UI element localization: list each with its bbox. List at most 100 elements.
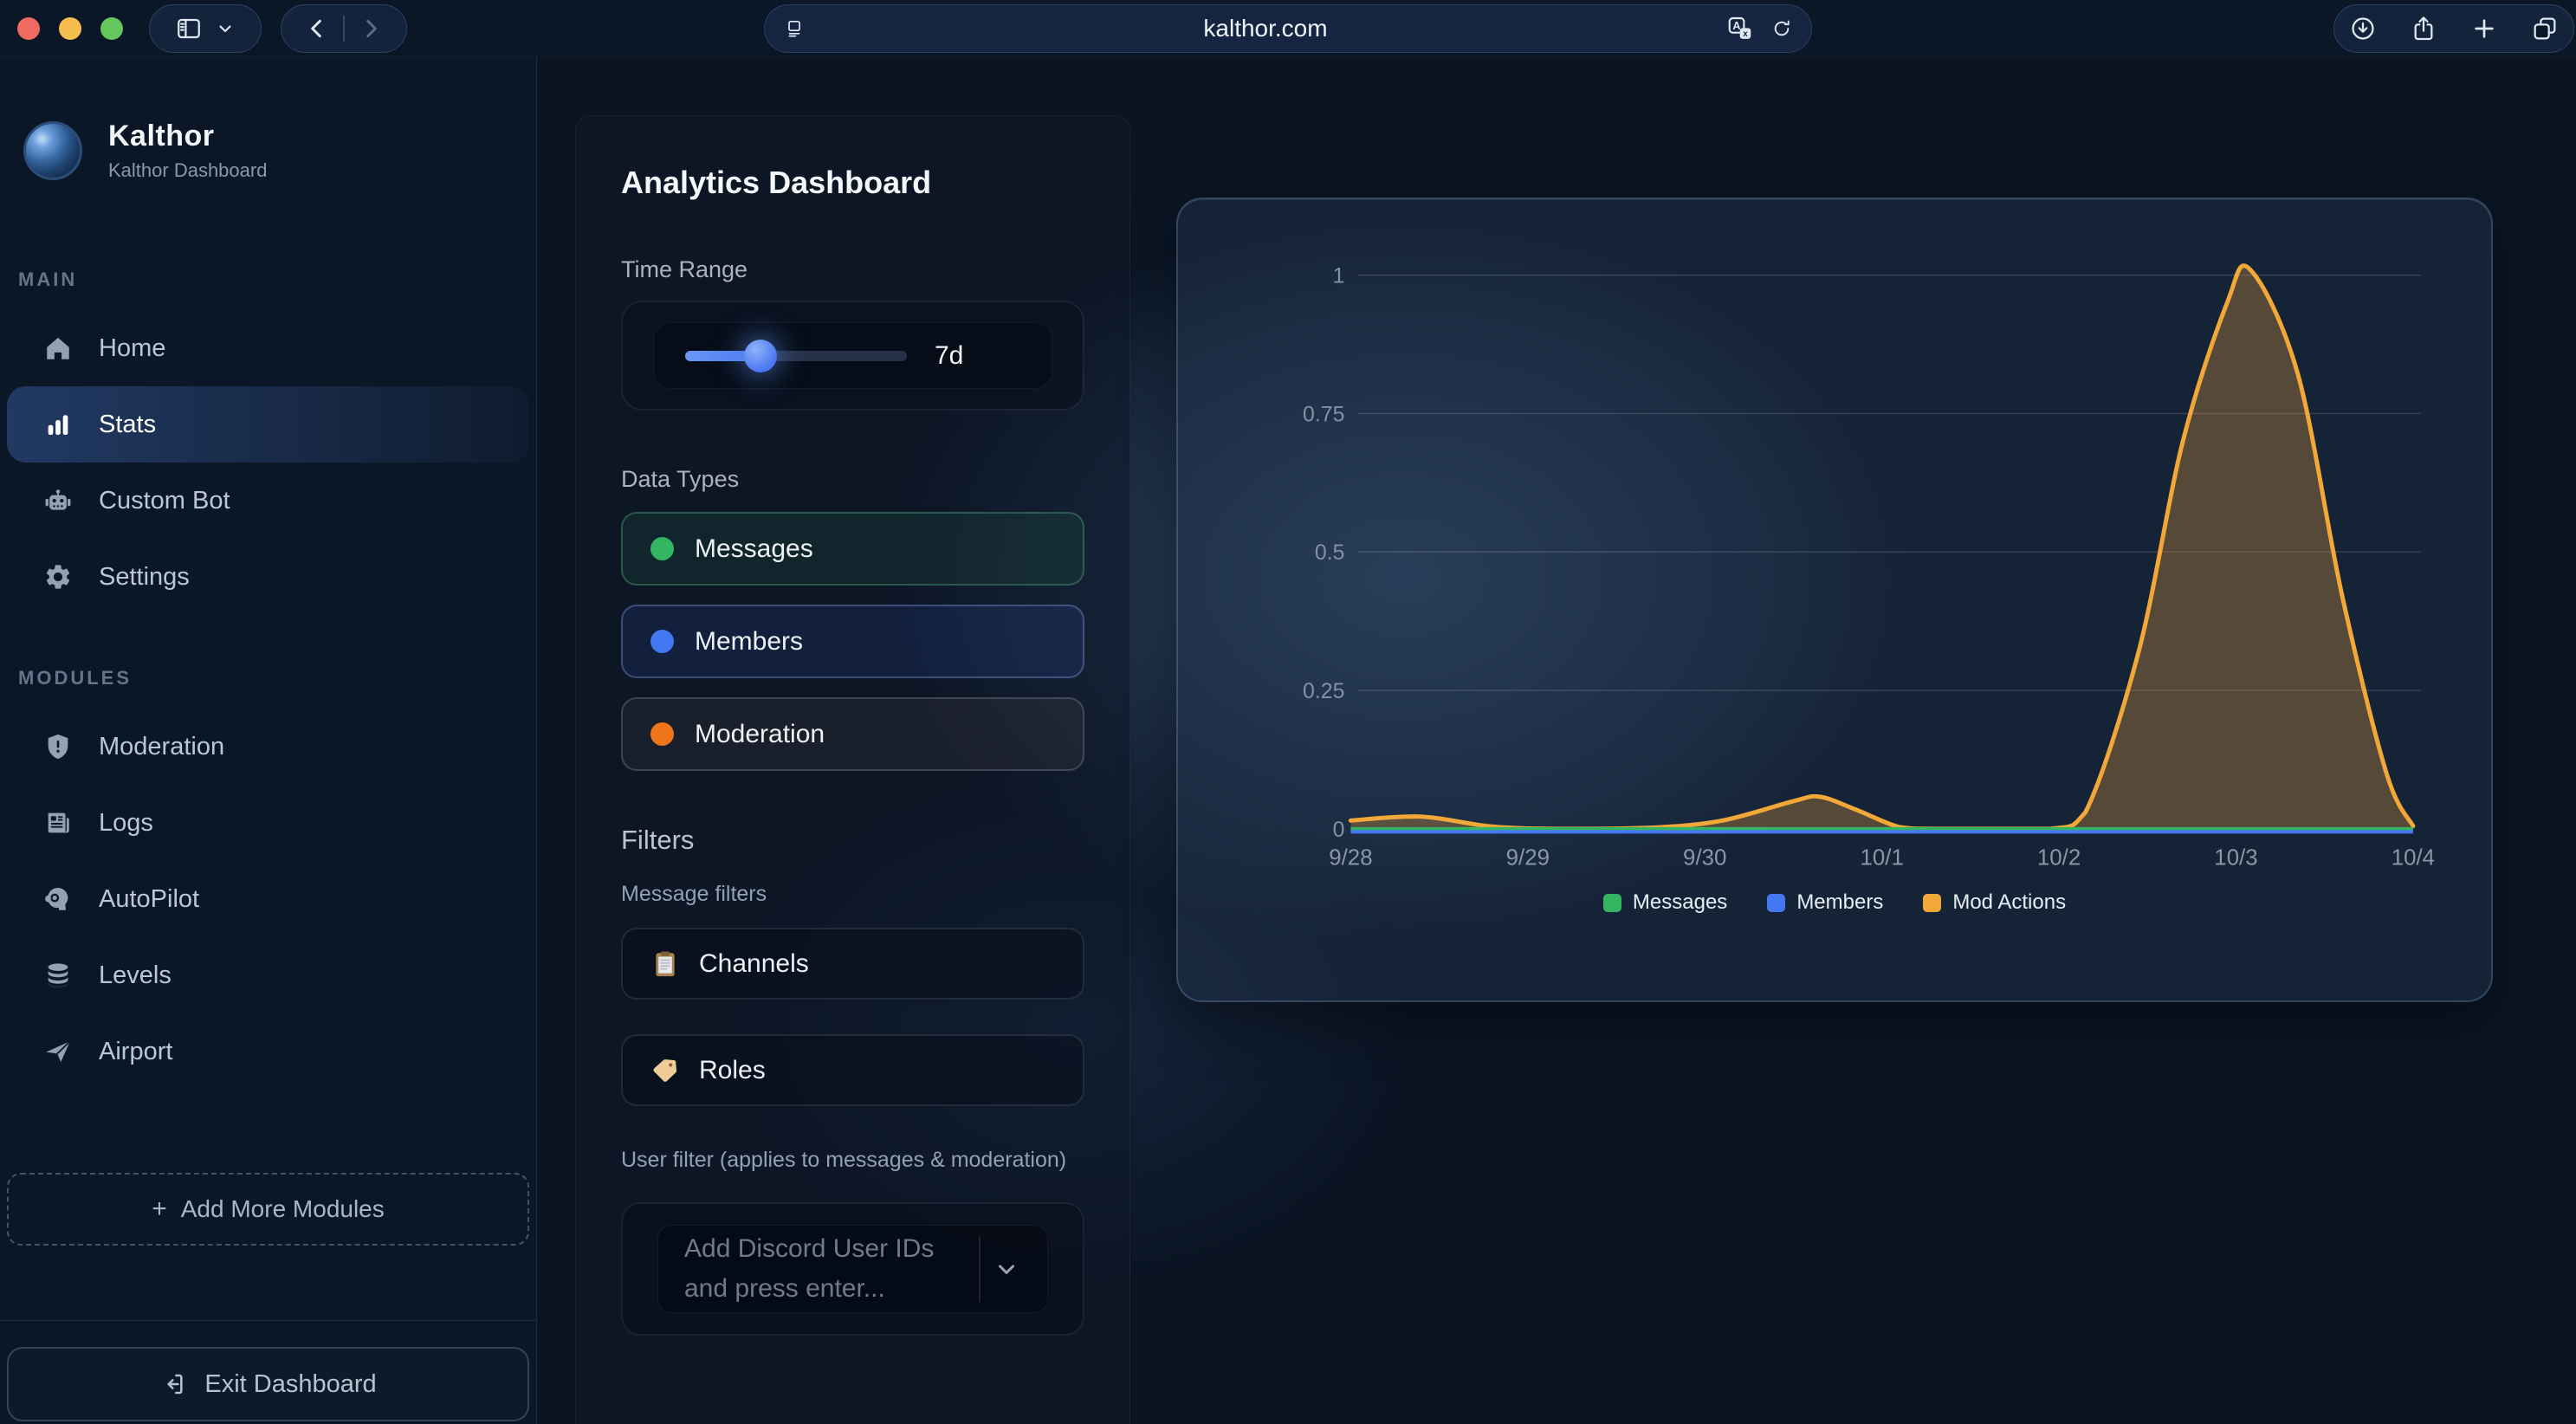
legend-label: Mod Actions	[1952, 890, 2067, 914]
legend-item-members[interactable]: Members	[1767, 890, 1883, 915]
legend-swatch-icon	[1767, 893, 1786, 912]
legend-swatch-icon	[1923, 893, 1942, 912]
forward-icon[interactable]	[357, 15, 385, 42]
minimize-window-button[interactable]	[59, 16, 81, 40]
analytics-panel: Analytics Dashboard Time Range 7d Data T…	[575, 115, 1130, 1424]
section-label-main: MAIN	[18, 269, 78, 290]
time-range-value: 7d	[935, 340, 964, 370]
sidebar-item-levels[interactable]: Levels	[7, 937, 529, 1013]
legend-label: Members	[1796, 890, 1884, 914]
filter-button-label: Channels	[699, 948, 809, 978]
time-range-card: 7d	[621, 301, 1084, 411]
reader-icon[interactable]	[784, 18, 805, 39]
close-window-button[interactable]	[17, 16, 40, 40]
plane-icon	[43, 1037, 73, 1066]
browser-action-buttons	[2333, 3, 2574, 53]
svg-text:0.75: 0.75	[1303, 402, 1344, 426]
svg-text:0.25: 0.25	[1303, 679, 1344, 703]
brand-name: Kalthor	[108, 120, 215, 152]
svg-text:0: 0	[1333, 818, 1345, 842]
svg-text:10/1: 10/1	[1860, 846, 1903, 871]
brand: Kalthor Kalthor Dashboard	[0, 57, 536, 182]
slider-track[interactable]	[685, 339, 907, 372]
sidebar-item-label: Levels	[99, 961, 172, 989]
sidebar-item-home[interactable]: Home	[7, 310, 529, 386]
sidebar-item-autopilot[interactable]: AutoPilot	[7, 861, 529, 937]
user-id-placeholder: Add Discord User IDs and press enter...	[684, 1233, 935, 1304]
share-icon[interactable]	[2410, 15, 2437, 42]
svg-text:9/28: 9/28	[1329, 846, 1372, 871]
sidebar-item-label: Settings	[99, 562, 190, 591]
chevron-down-icon[interactable]	[984, 1256, 1029, 1282]
filter-button-channels[interactable]: Channels	[621, 928, 1084, 1000]
sidebar-item-settings[interactable]: Settings	[7, 539, 529, 615]
user-filter-label: User filter (applies to messages & moder…	[621, 1148, 1067, 1172]
new-tab-icon[interactable]	[2470, 15, 2498, 42]
exit-dashboard-label: Exit Dashboard	[204, 1369, 377, 1398]
sidebar-item-custom-bot[interactable]: Custom Bot	[7, 463, 529, 539]
svg-text:10/3: 10/3	[2214, 846, 2257, 871]
tag-icon	[650, 1056, 680, 1085]
add-more-modules-button[interactable]: + Add More Modules	[7, 1173, 529, 1246]
back-icon[interactable]	[303, 15, 331, 42]
page-title: Analytics Dashboard	[621, 165, 932, 200]
time-range-label: Time Range	[621, 256, 748, 282]
sidebar-item-moderation[interactable]: Moderation	[7, 709, 529, 785]
sidebar-item-label: Stats	[99, 410, 157, 438]
sidebar-toggle-button[interactable]	[149, 3, 262, 53]
shield-icon	[43, 732, 73, 761]
message-filters-label: Message filters	[621, 882, 767, 906]
data-type-toggle-moderation[interactable]: Moderation	[621, 697, 1084, 771]
data-type-toggle-members[interactable]: Members	[621, 605, 1084, 678]
slider-fill	[685, 350, 760, 361]
sidebar-item-label: Custom Bot	[99, 486, 230, 515]
chevron-down-icon	[215, 18, 236, 39]
filter-button-roles[interactable]: Roles	[621, 1034, 1084, 1106]
sidebar-item-label: AutoPilot	[99, 884, 200, 913]
sidebar-panel-icon	[175, 15, 203, 42]
traffic-lights	[17, 16, 123, 40]
levels-icon	[43, 961, 73, 990]
url-text: kalthor.com	[1203, 15, 1328, 42]
user-id-input[interactable]: Add Discord User IDs and press enter...	[657, 1225, 1048, 1313]
data-types-label: Data Types	[621, 466, 740, 492]
download-icon[interactable]	[2349, 15, 2377, 42]
stats-icon	[43, 410, 73, 439]
messages-dot-icon	[650, 537, 674, 560]
svg-text:10/2: 10/2	[2037, 846, 2081, 871]
chart-region: 0 0.25 0.5 0.75 1 9/28 9/29 9/30 10/1 10/2 10/3 10/…	[1130, 57, 2576, 1424]
slider-thumb[interactable]	[744, 339, 777, 372]
maximize-window-button[interactable]	[100, 16, 123, 40]
svg-text:10/4: 10/4	[2392, 846, 2435, 871]
data-type-label: Members	[695, 626, 804, 656]
tab-overview-icon[interactable]	[2531, 15, 2559, 42]
time-range-slider[interactable]: 7d	[653, 322, 1052, 389]
data-type-toggle-messages[interactable]: Messages	[621, 512, 1084, 586]
sidebar-item-airport[interactable]: Airport	[7, 1013, 529, 1090]
svg-text:1: 1	[1333, 264, 1345, 288]
sidebar-divider	[0, 1320, 536, 1321]
autopilot-icon	[43, 884, 73, 914]
legend-item-mod-actions[interactable]: Mod Actions	[1923, 890, 2066, 915]
exit-dashboard-button[interactable]: Exit Dashboard	[7, 1347, 529, 1421]
sidebar-item-label: Airport	[99, 1037, 173, 1065]
sidebar-item-label: Home	[99, 333, 166, 362]
legend-item-messages[interactable]: Messages	[1602, 890, 1727, 915]
data-type-label: Moderation	[695, 719, 825, 748]
chart-legend: Messages Members Mod Actions	[1178, 890, 2491, 915]
page-content: Kalthor Kalthor Dashboard MAIN Home Stats C…	[0, 57, 2576, 1424]
svg-text:0.5: 0.5	[1315, 540, 1345, 565]
input-separator	[979, 1236, 981, 1302]
data-type-label: Messages	[695, 534, 813, 563]
nav-separator	[343, 15, 345, 42]
gear-icon	[43, 562, 73, 592]
sidebar-item-stats[interactable]: Stats	[7, 386, 529, 463]
sidebar-item-logs[interactable]: Logs	[7, 785, 529, 861]
svg-text:x: x	[1743, 29, 1748, 39]
svg-text:A: A	[1732, 20, 1740, 32]
reload-icon[interactable]	[1771, 18, 1792, 39]
home-icon	[43, 333, 73, 363]
